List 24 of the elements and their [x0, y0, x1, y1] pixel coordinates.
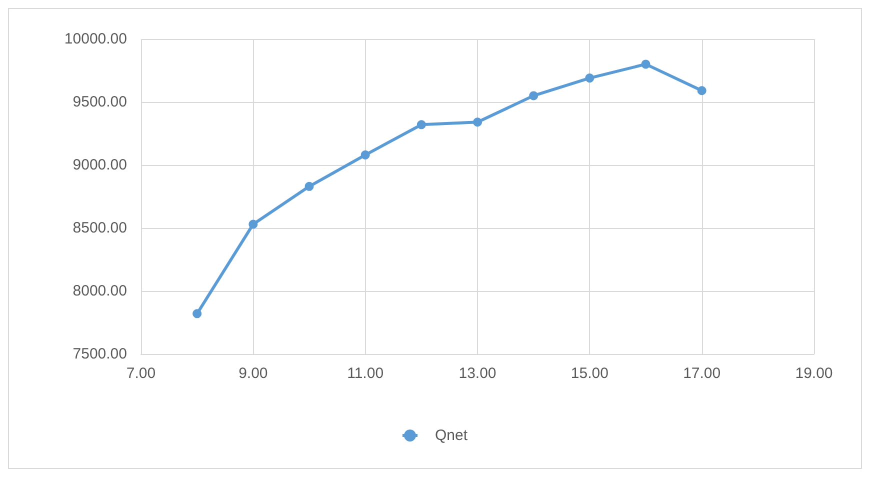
x-tick-label: 11.00: [347, 365, 384, 382]
y-tick-label: 8000.00: [72, 282, 127, 300]
legend-label: Qnet: [434, 427, 468, 444]
point: [360, 150, 370, 160]
point: [473, 118, 482, 127]
x-tick-label: 13.00: [458, 365, 496, 382]
y-tick-label: 7500.00: [72, 346, 127, 362]
point: [304, 182, 314, 191]
point: [641, 60, 650, 69]
x-tick-label: 19.00: [795, 365, 833, 382]
point: [248, 220, 258, 229]
point: [192, 309, 202, 318]
y-tick-label: 9500.00: [72, 94, 127, 110]
y-tick-label: 10000.00: [64, 30, 127, 48]
point: [416, 120, 426, 130]
x-tick-label: 15.00: [570, 365, 608, 382]
point: [529, 91, 538, 100]
x-tick-label: 9.00: [238, 365, 268, 382]
x-tick-label: 17.00: [683, 365, 721, 382]
point: [697, 86, 706, 96]
y-tick-label: 8500.00: [72, 220, 127, 236]
point: [585, 74, 594, 83]
y-tick-label: 9000.00: [72, 156, 127, 174]
x-tick-label: 7.00: [126, 365, 156, 382]
